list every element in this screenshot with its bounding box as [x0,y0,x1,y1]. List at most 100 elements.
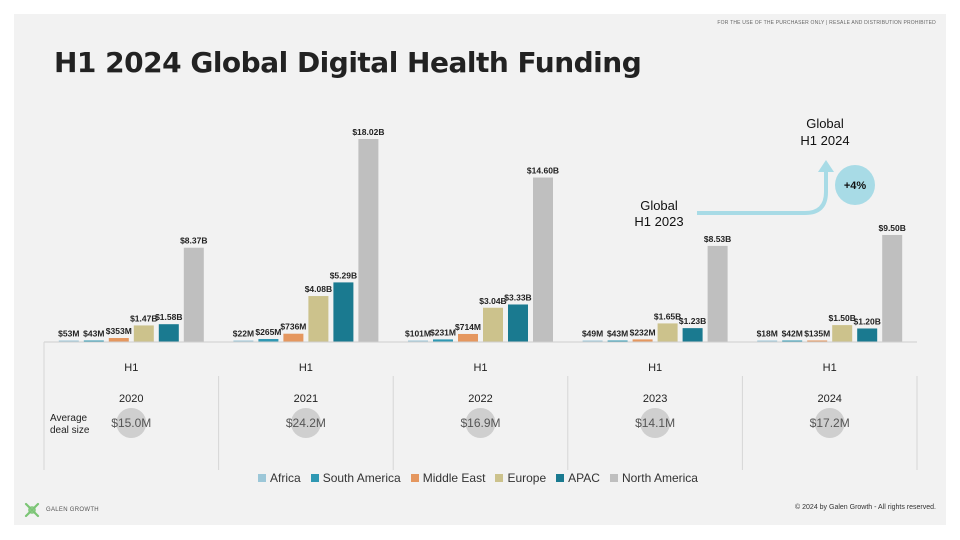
avg-deal-bubble [465,408,496,438]
galen-logo-icon [24,502,40,518]
data-label: $8.53B [704,234,731,244]
data-label: $3.04B [479,296,506,306]
growth-change: +4% [844,180,867,192]
avg-deal-bubble [116,408,147,438]
category-half: H1 [823,362,837,374]
avg-deal-size: $16.9M [460,416,500,430]
annotation-left-line1: Global [640,198,678,213]
data-label: $4.08B [305,284,332,294]
data-label: $53M [58,329,79,339]
data-label: $231M [430,327,456,337]
data-label: $232M [630,327,656,337]
data-label: $43M [607,329,628,339]
category-year: 2022 [468,393,492,405]
brand-name: GALEN GROWTH [46,507,99,513]
legend-label: Middle East [422,471,486,485]
brand-logo: GALEN GROWTH [24,502,99,518]
disclaimer: FOR THE USE OF THE PURCHASER ONLY | RESA… [717,20,936,26]
avg-deal-size: $15.0M [111,416,151,430]
bar-south-america-2021 [258,339,279,342]
category-half: H1 [473,362,487,374]
avg-deal-label-2: deal size [50,425,90,436]
data-label: $1.65B [654,311,681,321]
legend-swatch [495,474,504,482]
data-label: $101M [405,329,431,339]
bar-europe-2020 [133,325,154,342]
bar-apac-2020 [158,324,179,342]
legend-label: Africa [270,471,301,485]
annotation-left-line2: H1 2023 [634,214,683,229]
category-half: H1 [648,362,662,374]
avg-deal-bubble [290,408,321,438]
copyright: © 2024 by Galen Growth - All rights rese… [795,504,936,511]
data-label: $8.37B [180,236,207,246]
category-year: 2023 [643,393,667,405]
data-label: $3.33B [504,292,531,302]
data-label: $1.58B [155,312,182,322]
category-half: H1 [124,362,138,374]
legend-label: Europe [507,471,547,485]
bar-africa-2023 [582,340,603,342]
legend-label: APAC [568,471,600,485]
legend-item-europe: Europe [495,471,546,485]
bar-north-america-2021 [358,139,379,342]
bar-middle-east-2021 [283,333,304,342]
legend-item-africa: Africa [258,471,301,485]
legend-item-middle-east: Middle East [410,471,486,485]
category-year: 2021 [294,393,318,405]
legend-item-north-america: North America [609,471,698,485]
growth-badge [835,165,875,205]
bar-middle-east-2023 [632,339,653,342]
bar-north-america-2023 [707,245,728,342]
data-label: $135M [804,328,830,338]
data-label: $1.50B [828,313,855,323]
chart-legend: Africa South America Middle East Europe APAC… [258,471,698,485]
legend-item-south-america: South America [310,471,401,485]
data-label: $714M [455,322,481,332]
avg-deal-size: $24.2M [286,416,326,430]
bar-south-america-2022 [433,339,453,342]
annotation-right-line2: H1 2024 [800,133,849,148]
bar-europe-2023 [657,323,678,342]
bar-apac-2022 [508,304,528,342]
bar-south-america-2023 [607,340,628,342]
legend-swatch [310,474,319,482]
growth-arrow [697,170,828,215]
bar-north-america-2024 [882,234,903,342]
growth-annotation: +4% Global H1 2023 Global H1 2024 [634,116,875,229]
data-label: $1.20B [853,316,880,326]
legend-swatch [258,474,266,482]
bar-middle-east-2022 [458,333,478,342]
bar-europe-2021 [308,296,329,342]
data-label: $9.50B [878,223,905,233]
legend-swatch [410,474,419,482]
bar-south-america-2024 [782,340,803,342]
data-label: $1.23B [679,316,706,326]
data-label: $43M [83,329,104,339]
data-label: $18.02B [352,127,384,137]
legend-swatch [609,474,618,482]
avg-deal-size: $17.2M [810,416,850,430]
bar-north-america-2020 [183,247,204,342]
data-label: $49M [582,329,603,339]
legend-label: South America [322,471,401,485]
category-year: 2024 [817,393,841,405]
bar-north-america-2022 [533,177,553,342]
bar-europe-2024 [832,325,853,342]
bar-europe-2022 [483,307,503,342]
data-label: $1.47B [130,313,157,323]
slide-background [14,14,946,525]
data-label: $18M [757,329,778,339]
category-half: H1 [299,362,313,374]
bar-apac-2023 [682,328,703,342]
data-label: $42M [782,329,803,339]
data-label: $22M [233,329,254,339]
avg-deal-bubble [640,408,671,438]
bar-africa-2022 [408,340,428,342]
data-label: $14.60B [527,166,559,176]
growth-arrowhead [818,160,834,172]
data-label: $5.29B [330,270,357,280]
avg-deal-bubble [814,408,845,438]
legend-label: North America [621,471,698,485]
